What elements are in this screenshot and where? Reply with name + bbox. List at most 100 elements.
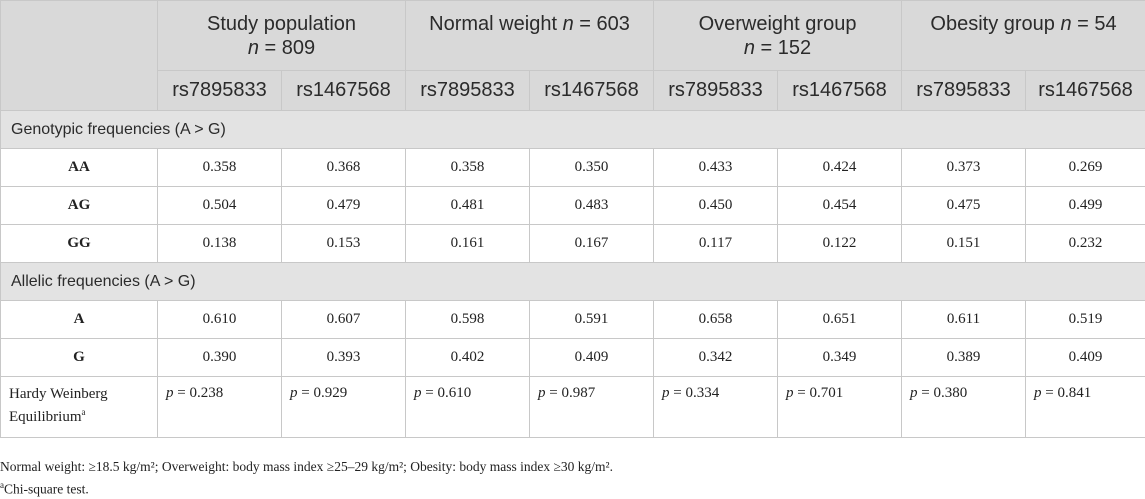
table-cell: p = 0.701 (778, 377, 902, 438)
group-header-overweight: Overweight group n = 152 (654, 1, 902, 71)
table-cell: 0.349 (778, 339, 902, 377)
table-cell: 0.232 (1026, 225, 1145, 263)
table-cell: 0.481 (406, 187, 530, 225)
n-label: n (1060, 13, 1071, 35)
group-label: Normal weight (429, 13, 557, 35)
n-label: n (744, 37, 755, 59)
table-cell: 0.151 (902, 225, 1026, 263)
table-cell: 0.409 (530, 339, 654, 377)
p-symbol: p (538, 385, 546, 401)
table-cell: 0.122 (778, 225, 902, 263)
n-value: = 152 (761, 37, 812, 59)
table-cell: 0.499 (1026, 187, 1145, 225)
table-cell: 0.161 (406, 225, 530, 263)
table-row: A 0.610 0.607 0.598 0.591 0.658 0.651 0.… (1, 301, 1145, 339)
row-label-gg: GG (1, 225, 158, 263)
table-cell: 0.373 (902, 149, 1026, 187)
n-label: n (248, 37, 259, 59)
table-cell: 0.504 (158, 187, 282, 225)
row-label-hardy-weinberg: Hardy Weinberg Equilibriuma (1, 377, 158, 438)
p-symbol: p (786, 385, 794, 401)
table-cell: p = 0.987 (530, 377, 654, 438)
snp-header: rs1467568 (1026, 71, 1145, 111)
snp-header: rs7895833 (654, 71, 778, 111)
table-cell: p = 0.929 (282, 377, 406, 438)
group-label: Study population (207, 13, 356, 35)
footnote-marker: a (82, 407, 86, 417)
row-label-a: A (1, 301, 158, 339)
table-cell: 0.424 (778, 149, 902, 187)
p-symbol: p (1034, 385, 1042, 401)
table-cell: 0.591 (530, 301, 654, 339)
p-value: = 0.929 (301, 385, 347, 401)
table-cell: 0.479 (282, 187, 406, 225)
table-cell: 0.358 (158, 149, 282, 187)
genotype-frequency-table: Study population n = 809 Normal weight n… (0, 0, 1145, 438)
table-cell: p = 0.610 (406, 377, 530, 438)
p-symbol: p (662, 385, 670, 401)
table-cell: 0.409 (1026, 339, 1145, 377)
group-header-obesity: Obesity group n = 54 (902, 1, 1145, 71)
table-cell: 0.393 (282, 339, 406, 377)
table-cell: 0.269 (1026, 149, 1145, 187)
footnote-chi-square: aChi-square test. (0, 476, 613, 499)
table-cell: 0.475 (902, 187, 1026, 225)
table-cell: 0.454 (778, 187, 902, 225)
table-cell: 0.450 (654, 187, 778, 225)
table-row: AA 0.358 0.368 0.358 0.350 0.433 0.424 0… (1, 149, 1145, 187)
table-cell: 0.598 (406, 301, 530, 339)
footnote-text: Chi-square test. (4, 482, 89, 497)
table-cell: 0.607 (282, 301, 406, 339)
group-label: Obesity group (930, 13, 1055, 35)
table-cell: 0.138 (158, 225, 282, 263)
table-cell: 0.153 (282, 225, 406, 263)
row-label-g: G (1, 339, 158, 377)
table-cell: 0.402 (406, 339, 530, 377)
table-cell: p = 0.380 (902, 377, 1026, 438)
table-row: AG 0.504 0.479 0.481 0.483 0.450 0.454 0… (1, 187, 1145, 225)
table-cell: 0.167 (530, 225, 654, 263)
group-header-study-population: Study population n = 809 (158, 1, 406, 71)
table-cell: 0.358 (406, 149, 530, 187)
p-symbol: p (166, 385, 174, 401)
table-cell: 0.342 (654, 339, 778, 377)
table-cell: 0.610 (158, 301, 282, 339)
snp-header: rs1467568 (778, 71, 902, 111)
table-cell: 0.519 (1026, 301, 1145, 339)
table-cell: 0.433 (654, 149, 778, 187)
table-footnotes: Normal weight: ≥18.5 kg/m²; Overweight: … (0, 457, 613, 499)
table-cell: 0.611 (902, 301, 1026, 339)
snp-header: rs7895833 (902, 71, 1026, 111)
n-label: n (563, 13, 574, 35)
snp-header: rs1467568 (282, 71, 406, 111)
p-value: = 0.987 (549, 385, 595, 401)
p-value: = 0.610 (425, 385, 471, 401)
p-symbol: p (290, 385, 298, 401)
p-value: = 0.334 (673, 385, 719, 401)
table-cell: 0.483 (530, 187, 654, 225)
table-row-hardy-weinberg: Hardy Weinberg Equilibriuma p = 0.238 p … (1, 377, 1145, 438)
table-cell: 0.350 (530, 149, 654, 187)
n-value: = 603 (579, 13, 630, 35)
table-cell: p = 0.334 (654, 377, 778, 438)
header-corner-cell (1, 1, 158, 111)
table-cell: p = 0.841 (1026, 377, 1145, 438)
table-cell: 0.117 (654, 225, 778, 263)
table-row: G 0.390 0.393 0.402 0.409 0.342 0.349 0.… (1, 339, 1145, 377)
p-value: = 0.701 (797, 385, 843, 401)
p-value: = 0.380 (921, 385, 967, 401)
hw-label-text: Hardy Weinberg Equilibrium (9, 386, 108, 425)
n-value: = 54 (1077, 13, 1116, 35)
table-cell: 0.651 (778, 301, 902, 339)
table-cell: p = 0.238 (158, 377, 282, 438)
p-value: = 0.841 (1045, 385, 1091, 401)
section-allelic-frequencies: Allelic frequencies (A > G) (1, 263, 1145, 301)
table-cell: 0.390 (158, 339, 282, 377)
table-cell: 0.658 (654, 301, 778, 339)
snp-header: rs7895833 (158, 71, 282, 111)
table-row: GG 0.138 0.153 0.161 0.167 0.117 0.122 0… (1, 225, 1145, 263)
row-label-aa: AA (1, 149, 158, 187)
n-value: = 809 (265, 37, 316, 59)
row-label-ag: AG (1, 187, 158, 225)
group-header-normal-weight: Normal weight n = 603 (406, 1, 654, 71)
